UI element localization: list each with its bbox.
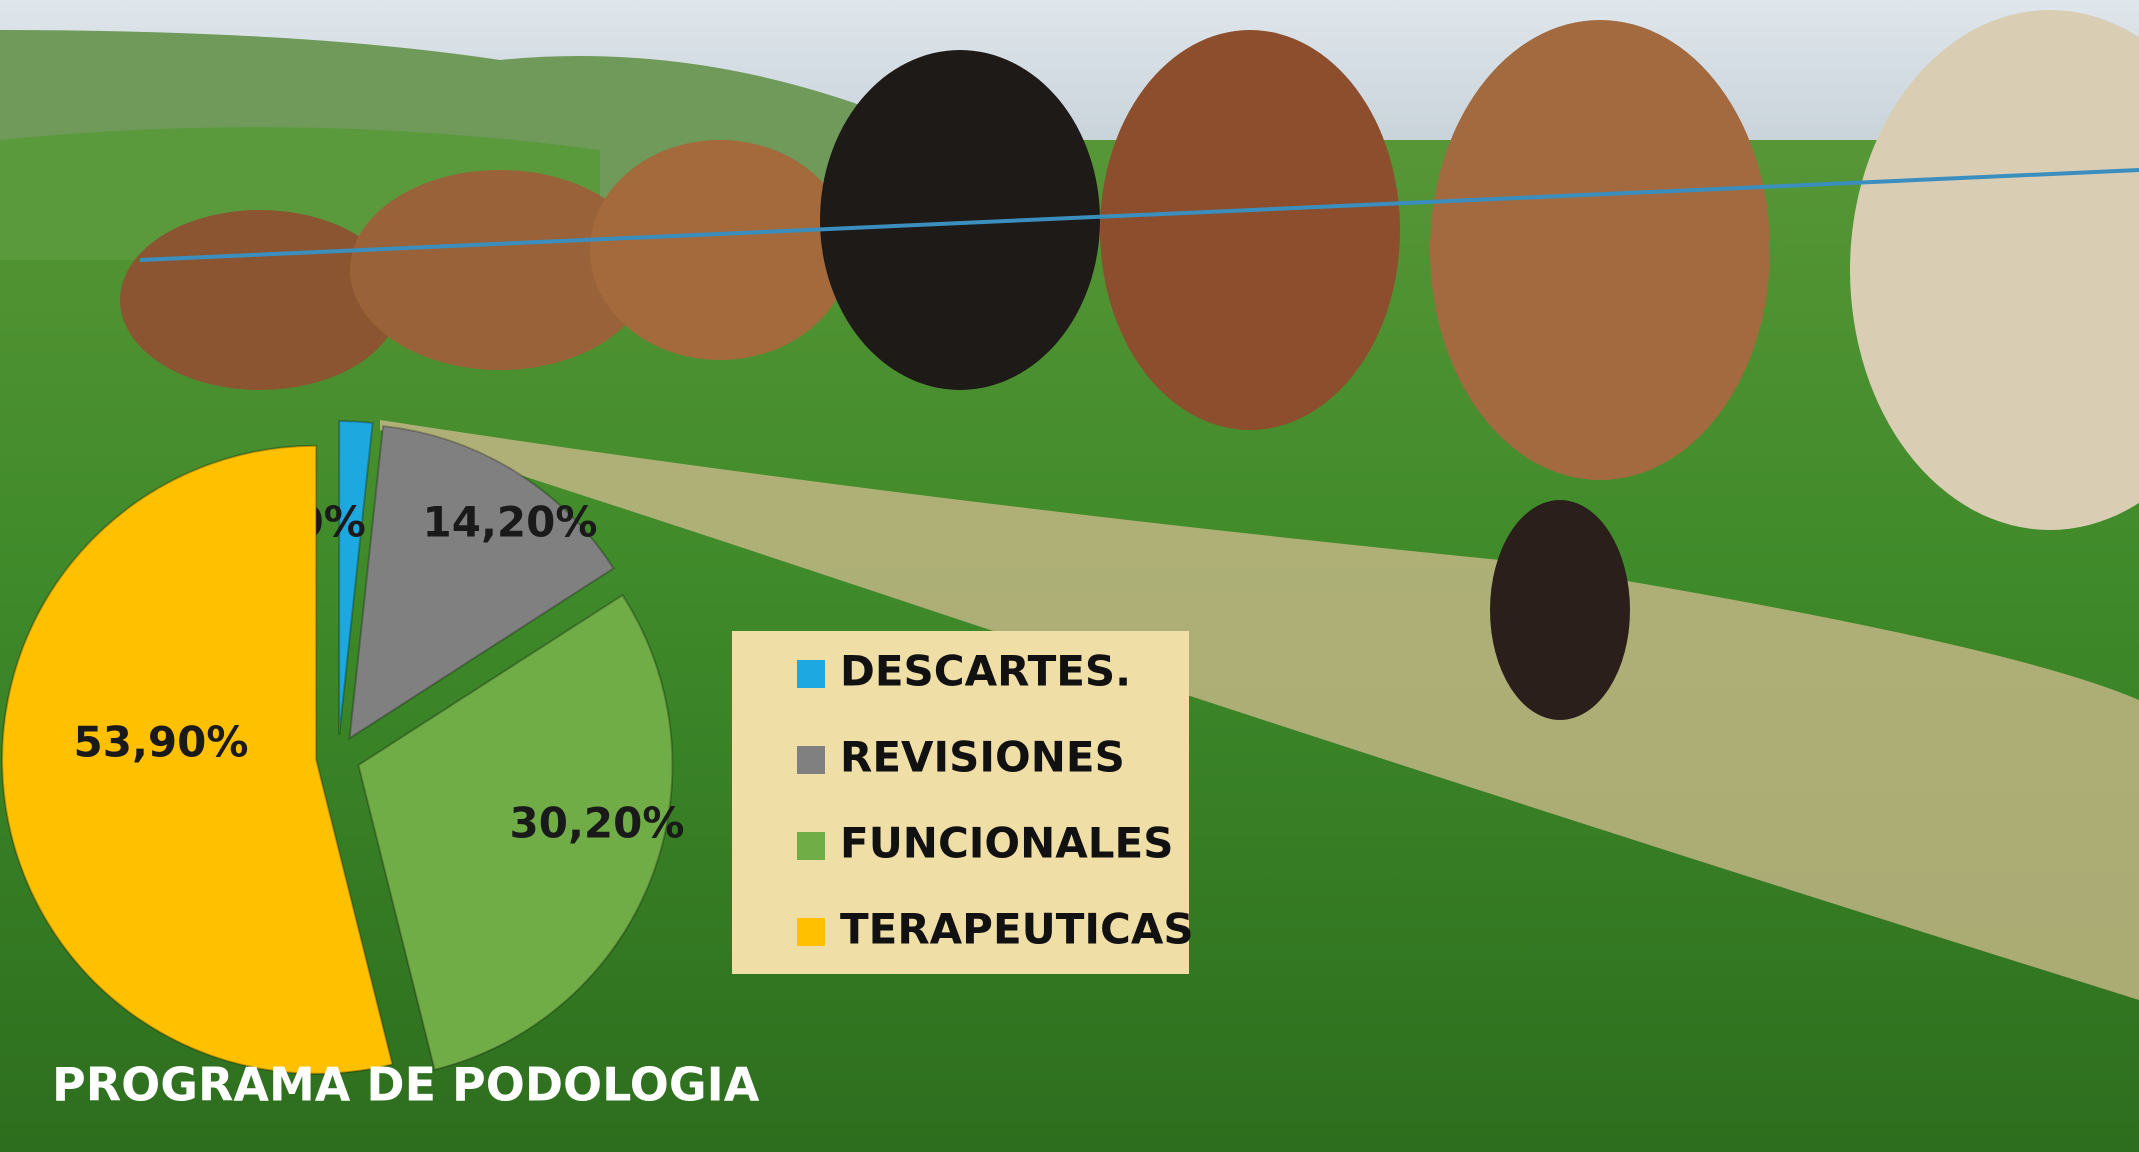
legend-swatch	[797, 746, 825, 774]
legend-swatch	[797, 832, 825, 860]
legend-swatch	[797, 660, 825, 688]
data-label: 14,20%	[423, 498, 598, 547]
legend-label: TERAPEUTICAS	[840, 905, 1194, 954]
legend-label: DESCARTES.	[840, 647, 1131, 696]
data-label: 30,20%	[510, 799, 685, 848]
legend-swatch	[797, 918, 825, 946]
legend-label: REVISIONES	[840, 733, 1125, 782]
chart: 1,70%14,20%30,20%53,90% DESCARTES.REVISI…	[0, 0, 2139, 1152]
data-label: 53,90%	[74, 718, 249, 767]
chart-title: PROGRAMA DE PODOLOGIA	[52, 1058, 760, 1112]
legend-label: FUNCIONALES	[840, 819, 1173, 868]
page: 1,70%14,20%30,20%53,90% DESCARTES.REVISI…	[0, 0, 2139, 1152]
